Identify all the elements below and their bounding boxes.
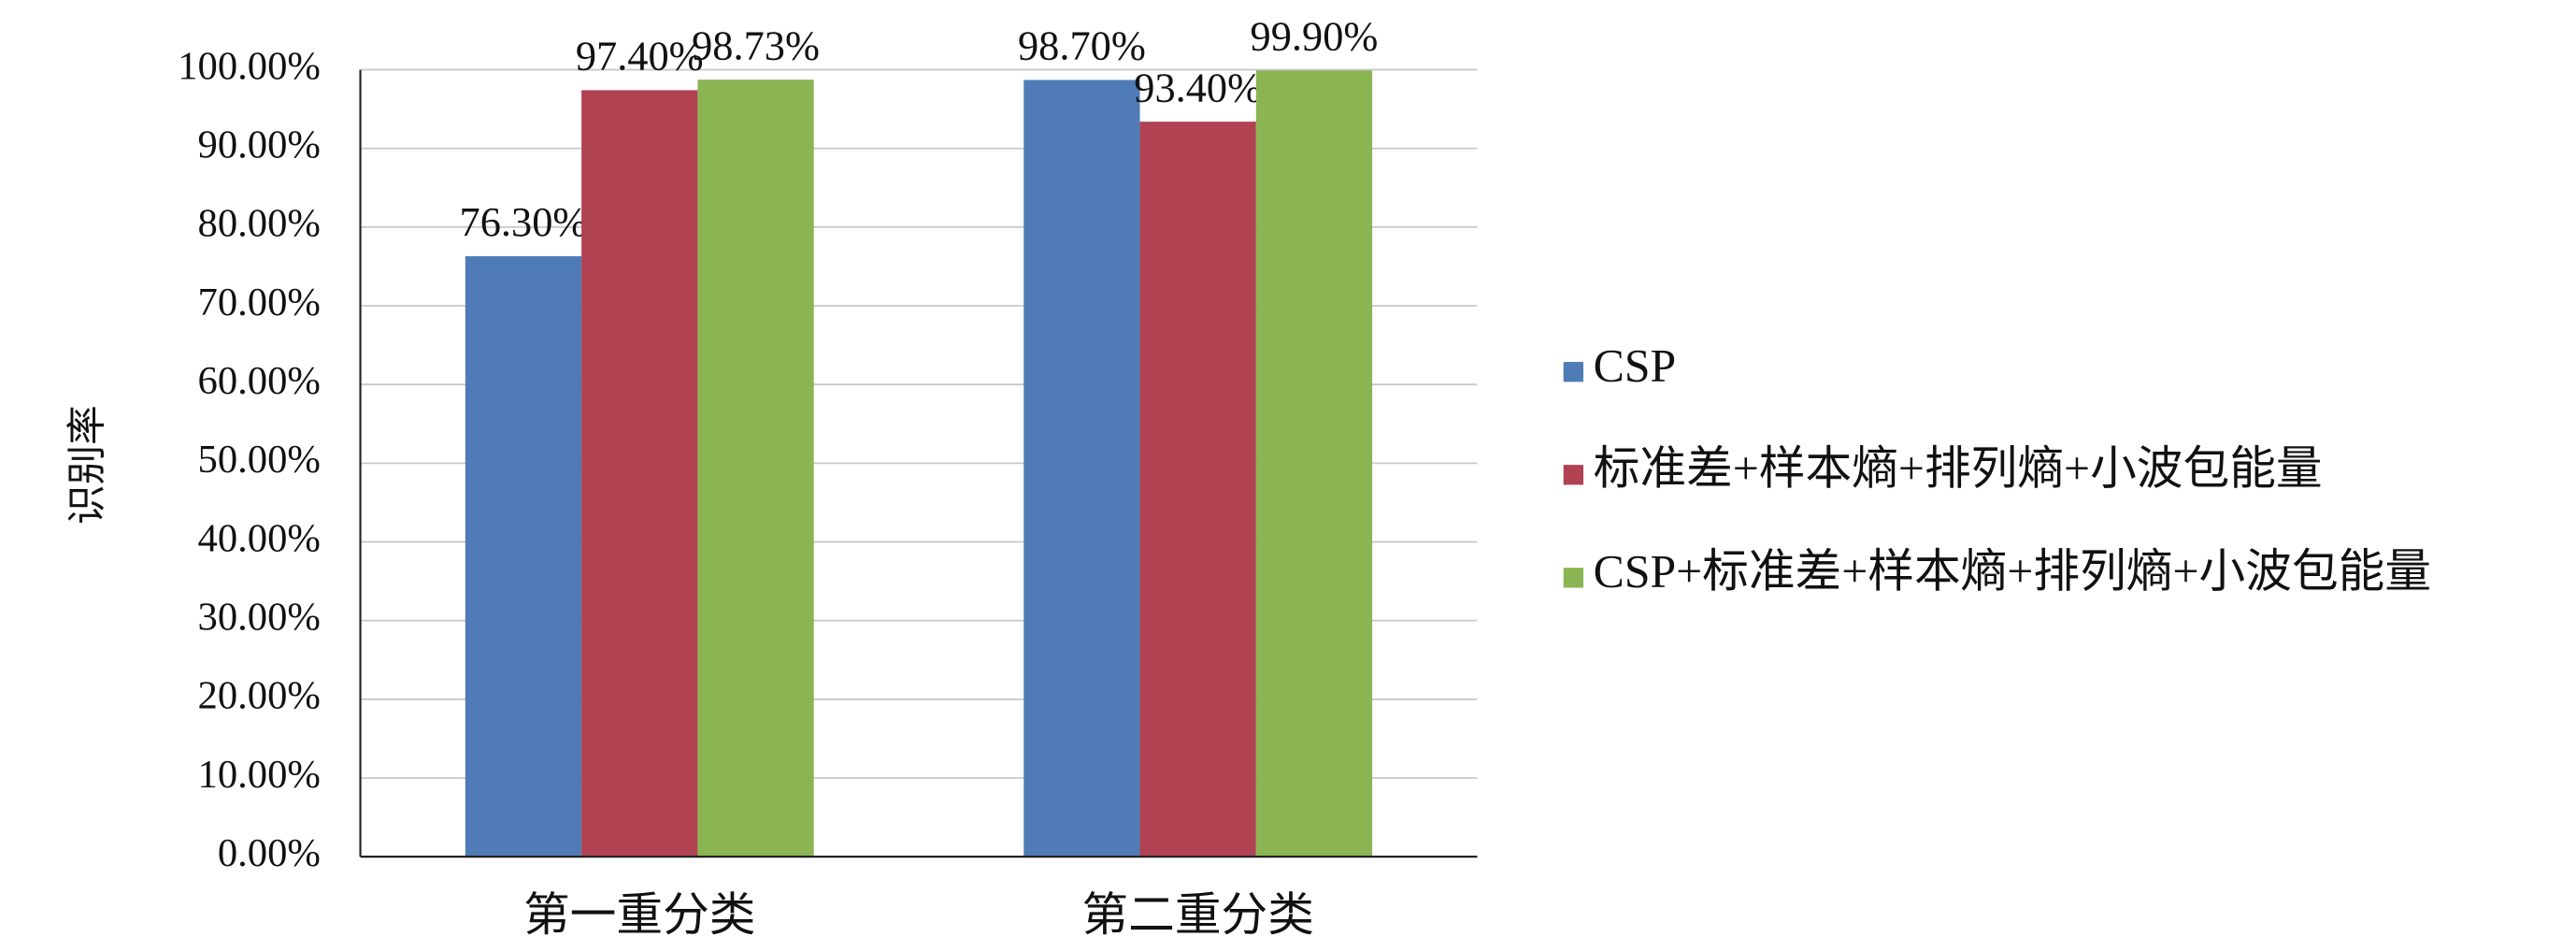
bar [697,79,814,857]
bar [1139,122,1256,857]
y-tick-label: 50.00% [198,438,321,482]
legend-swatch [1563,568,1584,588]
y-tick-label: 80.00% [198,202,321,246]
bar [581,90,698,857]
y-tick-label: 90.00% [198,123,321,167]
y-tick-label: 10.00% [198,753,321,797]
value-label: 97.40% [576,33,704,79]
legend-swatch [1563,465,1584,485]
value-label: 93.40% [1134,64,1262,110]
value-label: 98.73% [692,22,820,68]
y-tick-label: 70.00% [198,281,321,324]
legend-label: CSP [1594,339,1676,391]
value-label: 99.90% [1251,13,1379,60]
legend-label: CSP+标准差+样本熵+排列熵+小波包能量 [1594,545,2431,597]
y-tick-label: 20.00% [198,674,321,718]
legend-label: 标准差+样本熵+排列熵+小波包能量 [1594,442,2323,494]
value-label: 76.30% [460,198,588,245]
y-tick-label: 60.00% [198,359,321,403]
y-tick-label: 100.00% [178,44,321,88]
bar [1023,79,1140,857]
y-axis-title: 识别率 [66,405,110,525]
y-tick-label: 30.00% [198,595,321,639]
x-tick-label: 第二重分类 [1081,889,1314,941]
x-tick-label: 第一重分类 [523,889,756,941]
y-tick-label: 0.00% [218,831,321,875]
bar [465,256,582,857]
value-label: 98.70% [1018,22,1146,69]
bar [1255,70,1373,857]
legend-swatch [1563,362,1584,382]
y-tick-label: 40.00% [198,516,321,560]
